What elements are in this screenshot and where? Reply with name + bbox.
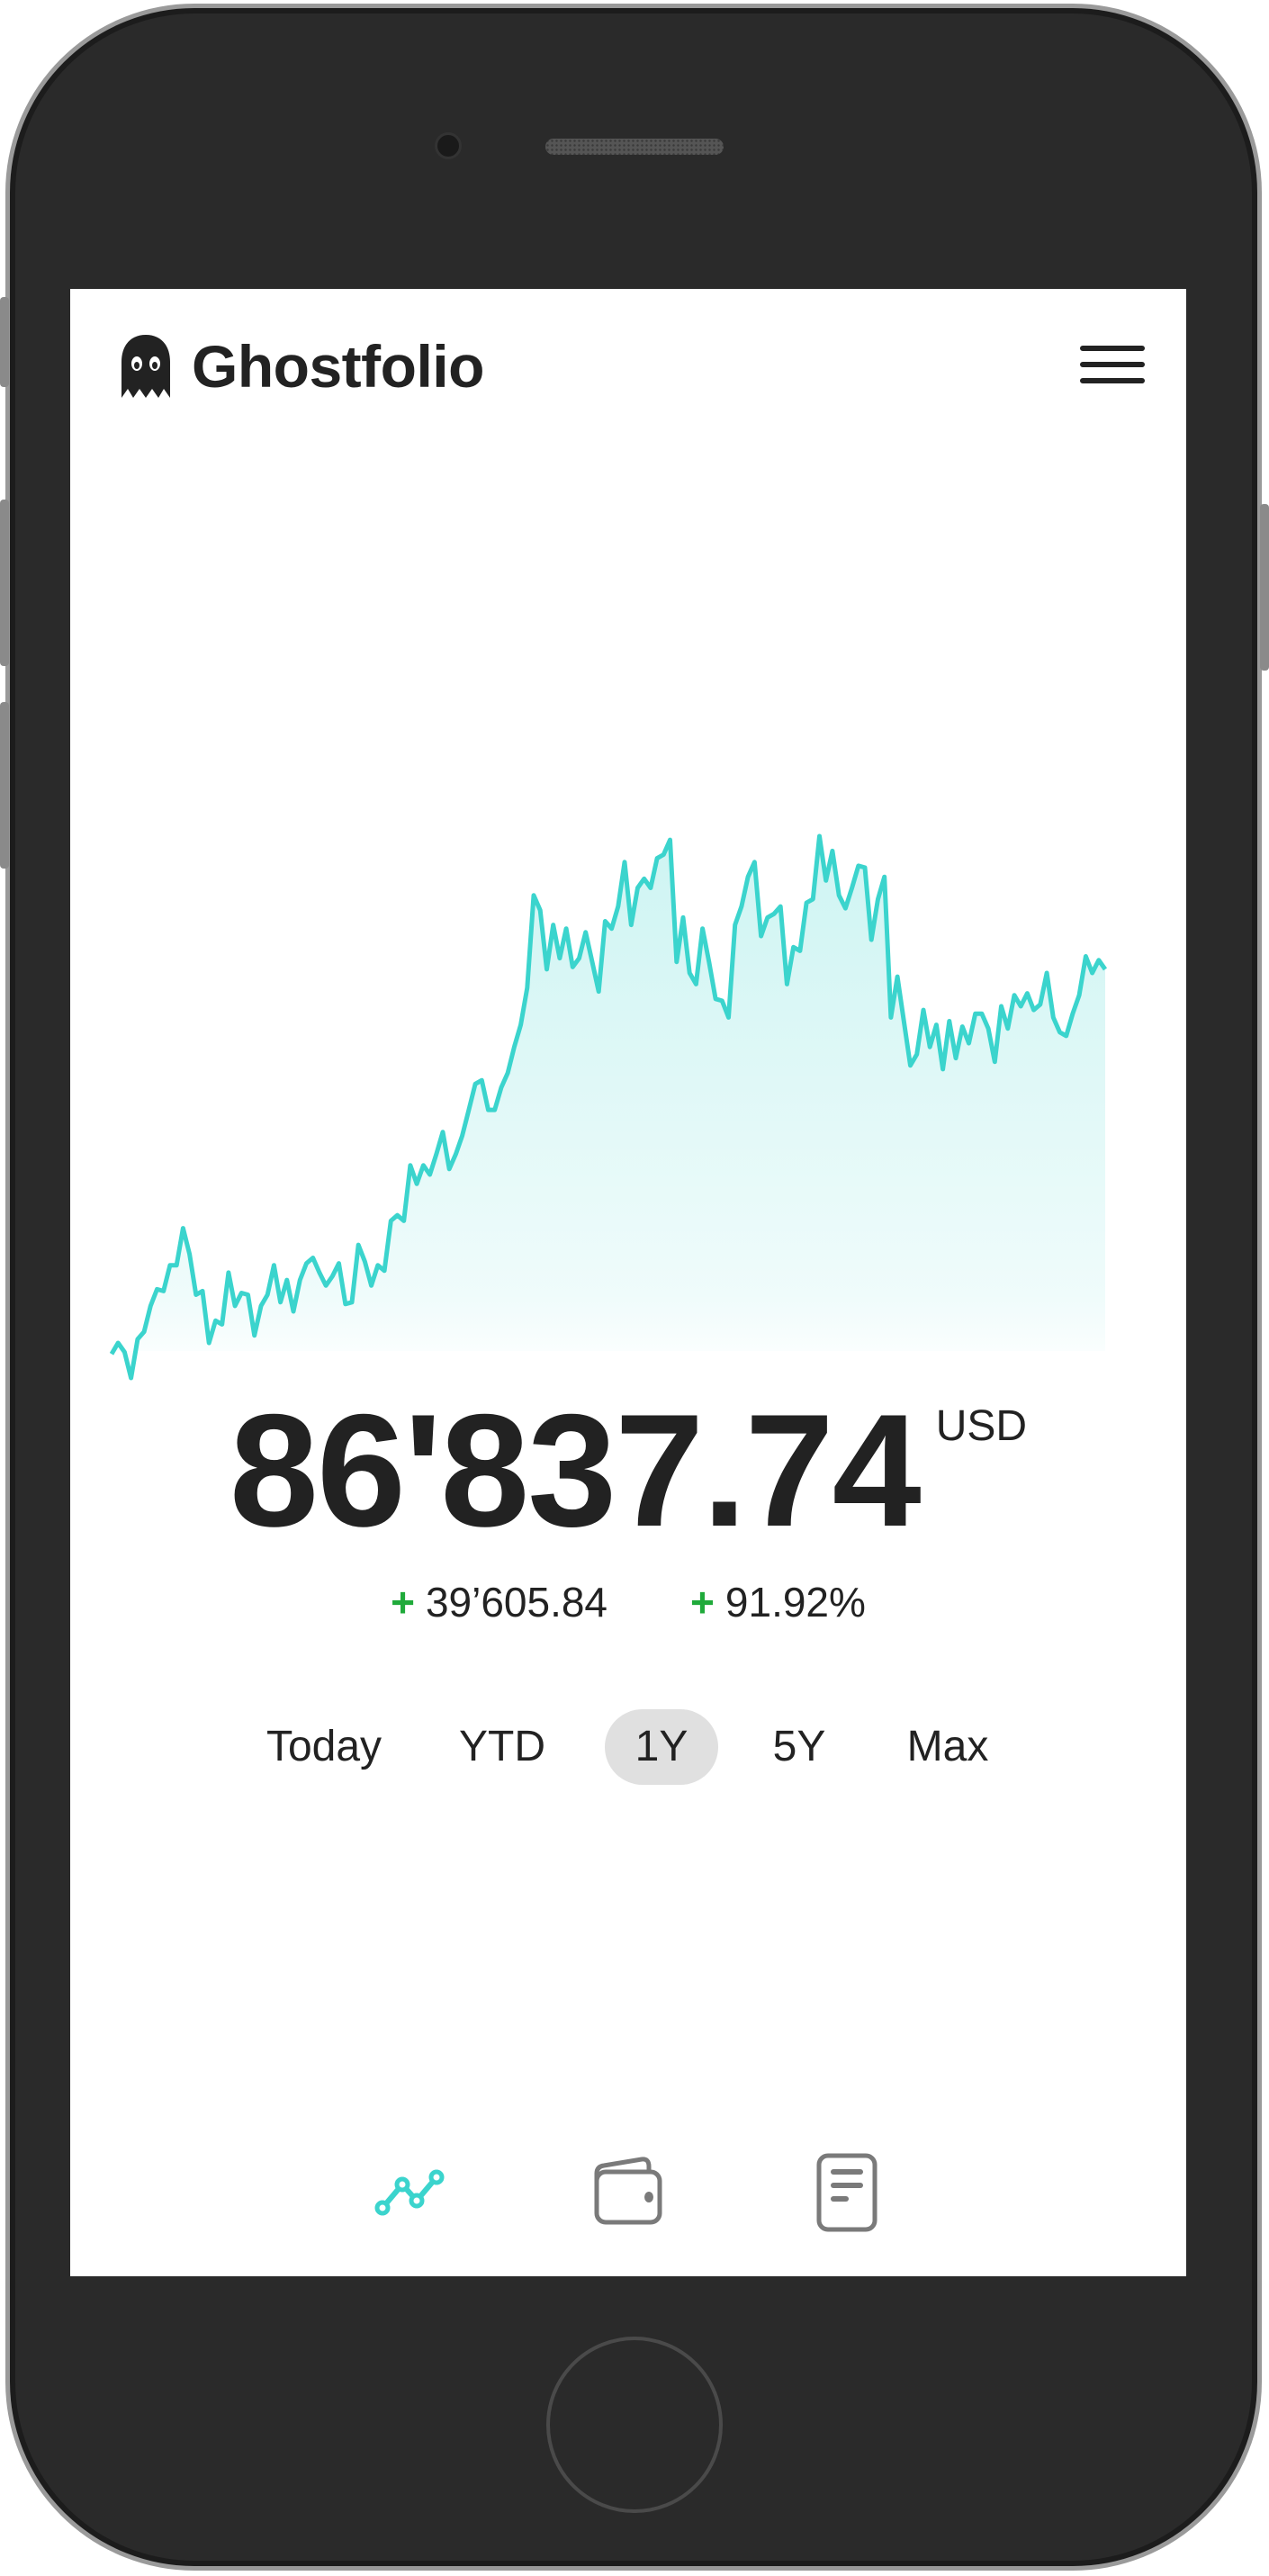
app-logo[interactable]: Ghostfolio [120,332,484,401]
line-chart-icon[interactable] [372,2152,453,2233]
portfolio-value: 86'837.74 USD [70,1378,1186,1563]
total-value: 86'837.74 [229,1381,922,1560]
document-icon[interactable] [805,2152,886,2233]
currency-label: USD [935,1402,1028,1450]
hamburger-menu-icon[interactable] [1080,346,1145,383]
chart-area-fill [112,836,1105,1378]
period-max[interactable]: Max [906,1723,989,1770]
chart-series-line [109,833,1108,1381]
performance-chart[interactable] [70,793,1186,1405]
ghost-icon [122,335,170,398]
relative-change: +91.92% [690,1578,866,1626]
volume-up-button [0,500,9,666]
plus-sign: + [690,1579,715,1626]
mute-switch [0,297,9,387]
period-5y[interactable]: 5Y [772,1723,826,1770]
period-today[interactable]: Today [266,1723,382,1770]
absolute-change-value: 39’605.84 [425,1579,608,1626]
power-button [1260,504,1269,671]
earpiece-speaker [545,139,724,155]
relative-change-value: 91.92% [724,1579,866,1626]
absolute-change: +39’605.84 [391,1578,608,1626]
volume-down-button [0,702,9,869]
app-screen: Ghostfolio 86'837.74 USD +39’605.84 +91.9… [70,289,1186,2276]
front-camera [437,135,459,157]
period-1y[interactable]: 1Y [605,1709,718,1785]
plus-sign: + [391,1579,415,1626]
period-ytd[interactable]: YTD [459,1723,545,1770]
wallet-icon[interactable] [588,2152,669,2233]
period-selector: Today YTD 1Y 5Y Max [70,1709,1186,1785]
performance-summary: +39’605.84 +91.92% [70,1578,1186,1626]
app-name: Ghostfolio [192,333,484,400]
home-button[interactable] [546,2337,723,2513]
